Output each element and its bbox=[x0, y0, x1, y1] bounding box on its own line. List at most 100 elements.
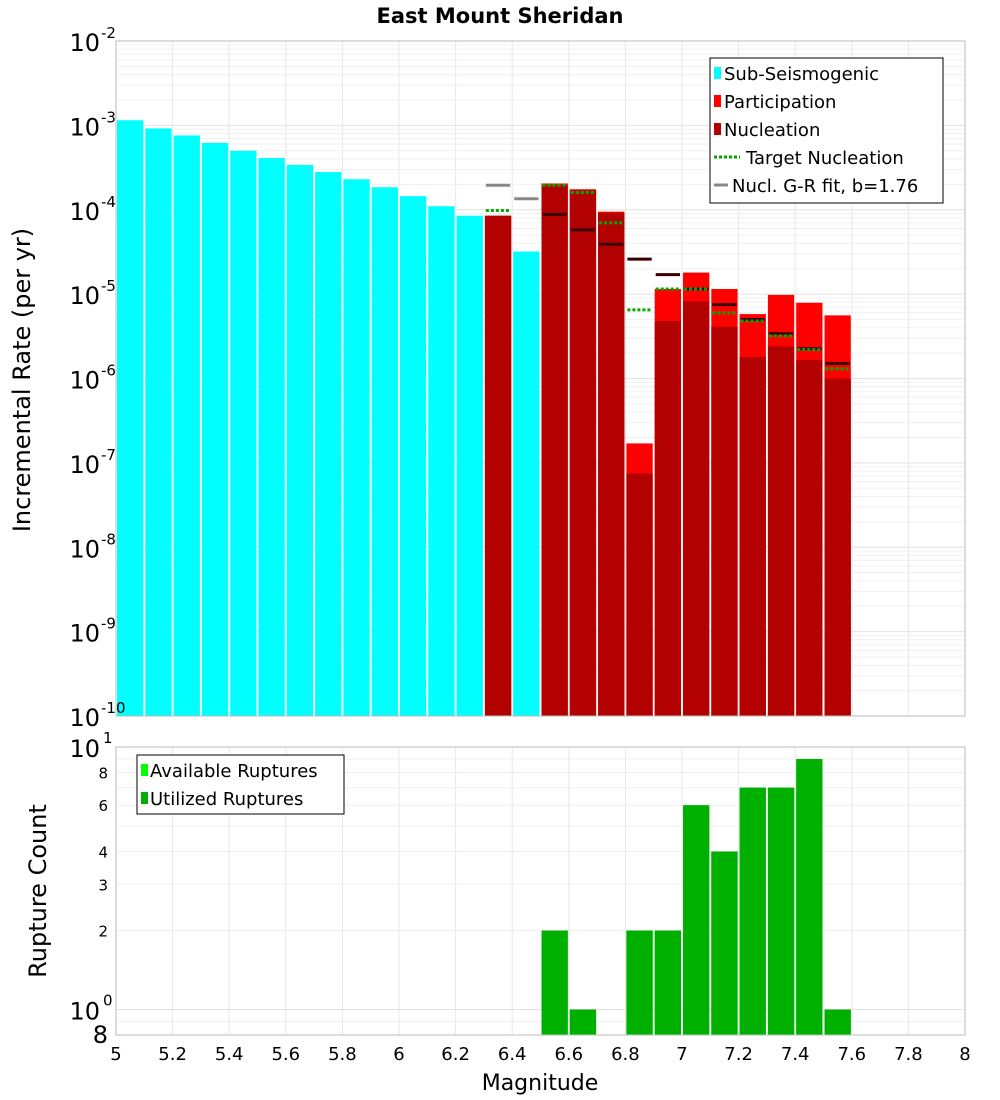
rate-nucleation-bar bbox=[739, 356, 766, 716]
rate-nucleation-bar bbox=[541, 185, 568, 717]
rate-y-tick-label: 10 -3 bbox=[69, 108, 116, 141]
count-y-tick-label: 8 bbox=[98, 764, 108, 782]
rate-nucleation-bar bbox=[654, 321, 681, 716]
rate-sub-seismogenic-bar bbox=[400, 196, 427, 716]
legend-label-available-ruptures: Available Ruptures bbox=[150, 761, 318, 782]
rate-sub-seismogenic-bar bbox=[145, 128, 172, 716]
count-x-tick-label: 7.6 bbox=[837, 1044, 866, 1065]
rate-y-tick-exponent: -3 bbox=[101, 108, 116, 126]
count-x-tick-label: 7.4 bbox=[781, 1044, 810, 1065]
count-y-tick-label: 6 bbox=[98, 797, 108, 815]
rate-y-axis-label: Incremental Rate (per yr) bbox=[8, 228, 36, 532]
count-x-tick-label: 5.4 bbox=[215, 1044, 244, 1065]
rate-bars bbox=[117, 120, 851, 717]
count-legend: Available Ruptures Utilized Ruptures bbox=[136, 754, 345, 815]
rate-y-tick-base: 10 bbox=[69, 198, 100, 226]
chart-title: East Mount Sheridan bbox=[377, 4, 624, 28]
legend-label-sub-seismogenic: Sub-Seismogenic bbox=[724, 64, 879, 85]
count-y-tick-label: 2 bbox=[98, 923, 108, 941]
count-y-axis-label: Rupture Count bbox=[24, 804, 52, 978]
legend-label-target-nucleation: Target Nucleation bbox=[745, 148, 904, 169]
count-x-tick-label: 6.4 bbox=[498, 1044, 527, 1065]
rate-y-ticks: 10-210-310-410-510-610-710-810-910-10 bbox=[69, 24, 125, 732]
count-utilized-ruptures-bar bbox=[569, 1009, 597, 1035]
rate-sub-seismogenic-bar bbox=[456, 215, 483, 717]
rate-y-tick-base: 10 bbox=[69, 704, 100, 732]
rate-sub-seismogenic-bar bbox=[117, 120, 144, 717]
rate-y-tick-exponent: -2 bbox=[101, 24, 116, 42]
rate-sub-seismogenic-bar bbox=[258, 158, 285, 716]
count-x-tick-label: 7.2 bbox=[724, 1044, 753, 1065]
rate-y-tick-label: 10 -8 bbox=[69, 530, 116, 563]
legend-label-participation: Participation bbox=[724, 92, 836, 113]
count-y-tick-label: 3 bbox=[98, 876, 108, 894]
rate-y-tick-exponent: -7 bbox=[101, 446, 116, 464]
count-y-tick-label: 4 bbox=[98, 843, 108, 861]
rate-y-tick-label: 10 -7 bbox=[69, 446, 116, 479]
count-utilized-ruptures-bar bbox=[626, 930, 653, 1035]
count-plot-frame bbox=[115, 746, 966, 1036]
rate-legend-box bbox=[709, 57, 944, 204]
rate-y-tick-label: 10 -6 bbox=[69, 362, 116, 395]
rate-sub-seismogenic-bar bbox=[286, 164, 314, 716]
count-y-tick-label: 8 bbox=[93, 1021, 108, 1049]
count-x-tick-label: 7 bbox=[676, 1044, 687, 1065]
legend-swatch-nucleation bbox=[714, 123, 721, 135]
rate-sub-seismogenic-bar bbox=[230, 150, 257, 716]
count-x-tick-label: 6.8 bbox=[611, 1044, 640, 1065]
count-y-tick-major-label: 10 1 bbox=[69, 729, 112, 763]
count-y-tick-base: 10 bbox=[69, 998, 100, 1026]
rate-y-tick-exponent: -8 bbox=[101, 530, 116, 548]
rate-nucleation-bar bbox=[569, 190, 597, 716]
rate-y-tick-base: 10 bbox=[69, 620, 100, 648]
count-utilized-ruptures-bar bbox=[683, 805, 710, 1035]
count-legend-box bbox=[136, 754, 345, 815]
rate-sub-seismogenic-bar bbox=[173, 135, 200, 717]
legend-swatch-utilized-ruptures bbox=[141, 792, 148, 804]
rate-sub-seismogenic-bar bbox=[343, 179, 370, 716]
rate-nucleation-bar bbox=[683, 301, 710, 716]
rate-gridlines bbox=[115, 41, 966, 717]
rate-nucleation-bar bbox=[796, 360, 823, 716]
count-x-ticks: 5 5.2 5.4 5.6 5.8 6 6.2 6.4 6.6 6.8 7 7.2 7.4 7.6 7.8 8 bbox=[110, 1044, 970, 1065]
rate-sub-seismogenic-bar bbox=[513, 251, 540, 716]
rate-line-marks bbox=[485, 183, 850, 371]
count-y-tick-base: 10 bbox=[69, 735, 100, 763]
count-utilized-ruptures-bar bbox=[541, 930, 568, 1035]
count-y-tick-major-label: 10 0 bbox=[69, 992, 112, 1026]
count-x-tick-label: 8 bbox=[959, 1044, 970, 1065]
rate-sub-seismogenic-bar bbox=[428, 206, 455, 716]
rate-y-tick-exponent: -5 bbox=[101, 277, 116, 295]
count-x-tick-label: 7.8 bbox=[894, 1044, 923, 1065]
rate-y-tick-base: 10 bbox=[69, 451, 100, 479]
count-utilized-ruptures-bar bbox=[767, 787, 795, 1035]
count-x-tick-label: 6.6 bbox=[554, 1044, 583, 1065]
rate-panel: 10-210-310-410-510-610-710-810-910-10 In… bbox=[8, 24, 966, 732]
count-utilized-ruptures-bar bbox=[711, 851, 738, 1035]
legend-swatch-sub-seismogenic bbox=[714, 67, 721, 79]
rate-plot-frame bbox=[115, 40, 966, 717]
count-x-tick-label: 6 bbox=[393, 1044, 404, 1065]
rate-y-tick-exponent: -4 bbox=[101, 193, 116, 211]
legend-swatch-participation bbox=[714, 95, 721, 107]
rate-nucleation-bar bbox=[824, 378, 851, 716]
count-utilized-ruptures-bar bbox=[654, 930, 681, 1035]
count-x-tick-label: 6.2 bbox=[441, 1044, 470, 1065]
rate-y-tick-exponent: -9 bbox=[101, 615, 116, 633]
rate-y-tick-label: 10 -4 bbox=[69, 193, 116, 226]
count-x-axis-label: Magnitude bbox=[482, 1071, 599, 1096]
rate-y-tick-base: 10 bbox=[69, 282, 100, 310]
rate-y-tick-label: 10 -10 bbox=[69, 699, 125, 732]
count-x-tick-label: 5 bbox=[110, 1044, 121, 1065]
rate-legend: Sub-Seismogenic Participation Nucleation… bbox=[709, 57, 944, 204]
rate-sub-seismogenic-bar bbox=[315, 172, 342, 716]
rate-y-tick-base: 10 bbox=[69, 535, 100, 563]
count-y-tick-exponent: 1 bbox=[103, 729, 113, 747]
rate-y-tick-label: 10 -2 bbox=[69, 24, 116, 57]
rate-nucleation-bar bbox=[484, 215, 512, 717]
rate-sub-seismogenic-bar bbox=[371, 187, 398, 716]
legend-label-gr-fit: Nucl. G-R fit, b=1.76 bbox=[732, 176, 918, 197]
